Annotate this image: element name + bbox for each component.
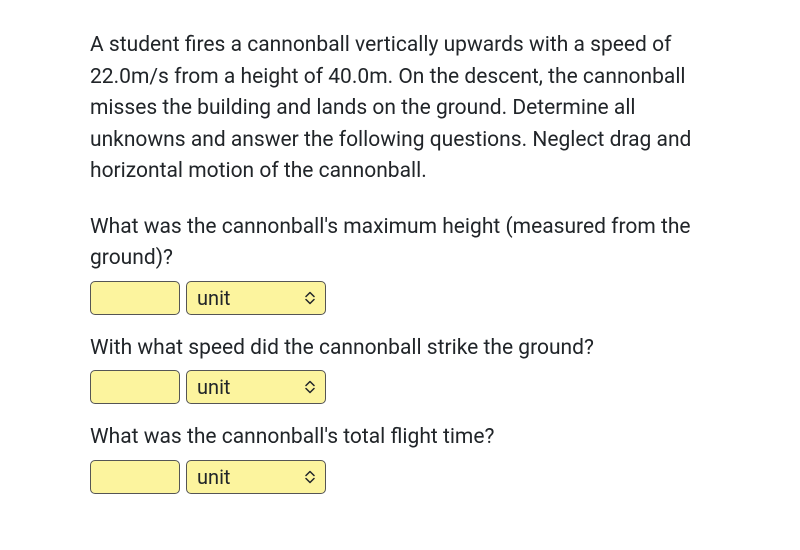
unit-label-2: unit [197,372,230,402]
chevron-updown-icon [305,470,315,483]
answer-row-3: unit [90,460,710,494]
unit-label-3: unit [197,462,230,492]
question-container: A student fires a cannonball vertically … [0,0,800,528]
unit-select-2[interactable]: unit [186,370,326,404]
question-1-text: What was the cannonball's maximum height… [90,212,710,275]
chevron-updown-icon [305,291,315,304]
answer-row-1: unit [90,281,710,315]
value-input-1[interactable] [90,281,180,315]
problem-statement: A student fires a cannonball vertically … [90,30,710,188]
value-input-3[interactable] [90,460,180,494]
answer-row-2: unit [90,370,710,404]
unit-label-1: unit [197,283,230,313]
question-3-text: What was the cannonball's total flight t… [90,422,710,454]
chevron-updown-icon [305,381,315,394]
unit-select-3[interactable]: unit [186,460,326,494]
question-2-text: With what speed did the cannonball strik… [90,333,710,365]
unit-select-1[interactable]: unit [186,281,326,315]
value-input-2[interactable] [90,370,180,404]
